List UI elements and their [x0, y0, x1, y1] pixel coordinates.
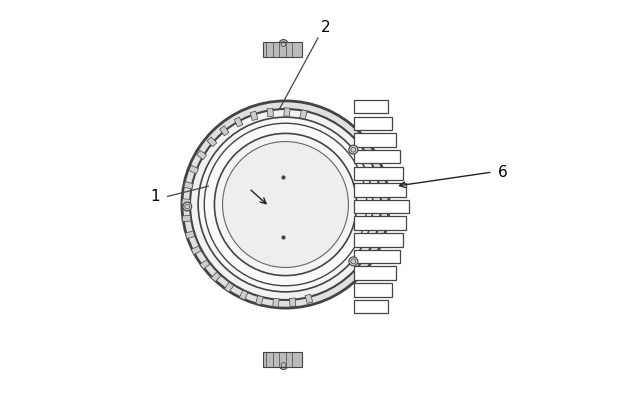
Bar	[354, 216, 406, 230]
Bar	[191, 246, 201, 254]
Bar	[197, 150, 207, 160]
Bar	[354, 300, 389, 313]
Bar	[185, 231, 195, 238]
Bar	[354, 183, 406, 197]
Bar	[273, 299, 279, 307]
Bar	[263, 42, 301, 57]
Bar	[189, 165, 198, 174]
Ellipse shape	[223, 142, 349, 267]
Ellipse shape	[190, 109, 381, 300]
Bar	[300, 110, 307, 119]
Circle shape	[349, 257, 358, 266]
Bar	[184, 182, 193, 189]
Bar	[354, 150, 400, 163]
Text: 1: 1	[151, 189, 160, 204]
Bar	[354, 266, 396, 280]
Bar	[354, 283, 392, 297]
Text: 6: 6	[498, 164, 508, 180]
Bar	[211, 272, 221, 282]
Ellipse shape	[182, 101, 389, 308]
Bar	[239, 290, 248, 300]
Bar	[354, 117, 392, 130]
Bar	[183, 215, 191, 222]
Bar	[289, 298, 296, 306]
Bar	[256, 296, 263, 305]
Text: 2: 2	[321, 20, 331, 35]
Bar	[267, 108, 273, 117]
Bar	[200, 260, 210, 269]
Bar	[354, 100, 389, 113]
Bar	[354, 250, 400, 263]
Bar	[207, 137, 217, 147]
Circle shape	[349, 145, 358, 154]
Circle shape	[183, 202, 191, 211]
Ellipse shape	[214, 133, 357, 276]
Ellipse shape	[198, 117, 373, 292]
Bar	[182, 199, 190, 205]
Bar	[219, 126, 229, 136]
Bar	[305, 294, 313, 303]
Bar	[354, 166, 403, 180]
Bar	[354, 200, 408, 213]
Bar	[354, 133, 396, 146]
Ellipse shape	[204, 123, 367, 286]
Bar	[234, 117, 243, 127]
Bar	[354, 233, 403, 247]
Bar	[284, 108, 290, 116]
Circle shape	[279, 360, 288, 369]
Circle shape	[279, 40, 288, 49]
Bar	[225, 282, 233, 292]
Bar	[250, 111, 258, 121]
Bar	[263, 352, 301, 367]
